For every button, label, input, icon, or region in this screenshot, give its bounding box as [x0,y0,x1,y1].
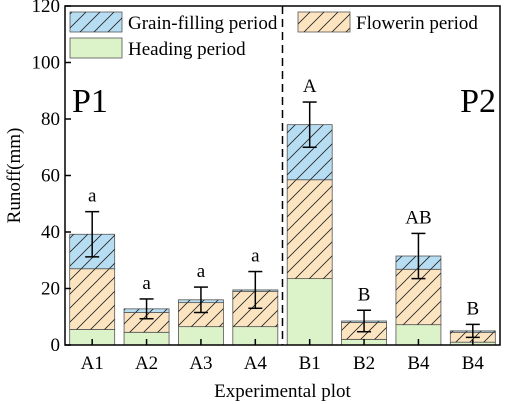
legend-label: Grain-filling period [128,13,278,34]
y-axis-title: Runoff(mm) [4,128,25,224]
bar-segment-hatch [69,268,115,330]
x-axis-ticks: A1 A2 A3 A4 B1 B2 B4 B4 [81,339,485,374]
y-tick-label: 0 [51,335,61,356]
panel-label-p1: P1 [72,83,108,120]
x-tick-label: B4 [407,353,430,374]
panel-label-p2: P2 [460,83,496,120]
legend-label: Flowerin period [356,13,478,34]
significance-label: a [88,186,97,207]
y-tick-label: 100 [32,53,61,74]
bar-segment [286,278,333,346]
x-tick-label: B1 [299,353,321,374]
legend-swatch-hatch [70,12,122,32]
y-tick-label: 20 [41,279,60,300]
y-tick-label: 40 [41,222,60,243]
significance-label: a [142,273,151,294]
x-tick-label: A2 [135,353,158,374]
error-bars-layer [85,101,480,339]
y-axis-ticks: 0 20 40 60 80 100 120 [32,0,71,356]
legend-swatch-hatch [298,12,350,32]
x-tick-label: A3 [189,353,212,374]
bar-segment-hatch [287,179,333,279]
y-tick-label: 120 [32,0,61,17]
bar-segment-hatch [124,312,170,333]
legend-label: Heading period [128,39,246,60]
significance-label: B [466,298,479,319]
x-tick-label: A4 [244,353,268,374]
significance-label: B [358,284,371,305]
significance-label: a [251,246,260,267]
legend: Grain-filling period Flowerin period Headi… [69,11,478,60]
significance-label: A [303,76,317,97]
y-tick-label: 80 [41,109,60,130]
legend-swatch [69,37,123,59]
x-tick-label: A1 [81,353,104,374]
significance-label: a [197,261,206,282]
x-tick-label: B2 [353,353,375,374]
significance-label: AB [405,207,431,228]
x-axis-title: Experimental plot [214,381,351,402]
x-tick-label: B4 [462,353,485,374]
y-tick-label: 60 [41,166,60,187]
